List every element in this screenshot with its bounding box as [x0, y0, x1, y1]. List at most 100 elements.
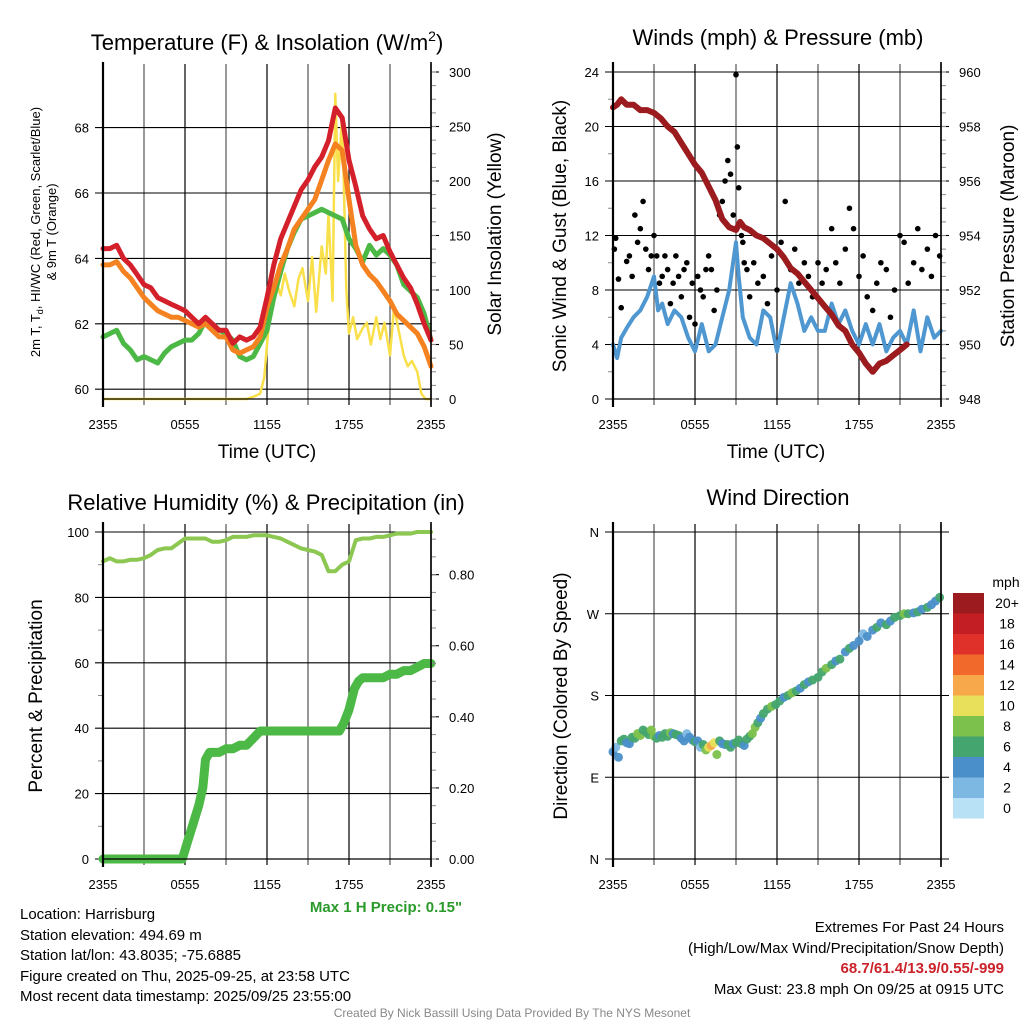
gust-point: [897, 232, 903, 239]
y-tick-label: W: [587, 607, 600, 622]
y-tick-label: 12: [585, 229, 599, 244]
gust-point: [734, 144, 741, 150]
gust-point: [760, 273, 767, 280]
gust-point: [842, 246, 849, 252]
colorbar-label: 4: [1003, 759, 1011, 775]
y-tick-label: 60: [75, 382, 89, 397]
y-tick-label: 62: [75, 317, 89, 332]
series-line-relative-humidity: [101, 530, 433, 574]
gust-point: [670, 280, 676, 286]
created-text: Figure created on Thu, 2025-09-25, at 23…: [20, 967, 350, 985]
y-tick-label: E: [590, 770, 599, 785]
temperature-series: [100, 92, 434, 401]
y-tick-label: 0: [592, 392, 599, 407]
y-tick-label: N: [590, 852, 599, 867]
gust-point: [703, 266, 709, 273]
humidity-ylabel: Percent & Precipitation: [26, 599, 47, 792]
colorbar-swatch: [953, 716, 984, 737]
colorbar-label: 14: [999, 657, 1015, 673]
gust-point: [648, 253, 655, 259]
temperature-ylabel-line2: & 9m T (Orange): [44, 183, 59, 280]
direction-title: Wind Direction: [706, 485, 849, 510]
gust-point: [656, 280, 663, 286]
colorbar-label: 18: [999, 616, 1015, 632]
direction-point: [712, 750, 722, 760]
gust-point: [730, 212, 737, 218]
x-tick-label: 0555: [681, 877, 710, 892]
colorbar-swatch: [953, 757, 984, 778]
y-tick-label: 64: [75, 251, 89, 266]
winds-xlabel: Time (UTC): [727, 442, 826, 463]
y2-tick-label: 952: [959, 283, 981, 298]
x-tick-label: 0555: [681, 417, 710, 432]
gust-point: [768, 253, 775, 259]
gust-point: [667, 300, 674, 307]
series-line-2m-t: [100, 105, 434, 346]
gust-point: [832, 259, 839, 266]
direction-ylabel: Direction (Colored By Speed): [551, 572, 572, 819]
gust-point: [750, 259, 757, 266]
gust-point: [700, 294, 706, 300]
gust-point: [615, 276, 622, 282]
colorbar-swatch: [953, 654, 984, 675]
winds-ylabel: Sonic Wind & Gust (Blue, Black): [550, 100, 571, 372]
gust-point: [891, 287, 898, 293]
gust-point: [740, 239, 746, 246]
gust-point: [689, 280, 696, 286]
gust-point: [919, 266, 925, 273]
gust-point: [678, 294, 685, 300]
direction-grid: [605, 524, 949, 865]
gust-point: [837, 280, 843, 286]
gust-point: [612, 235, 619, 242]
gust-point: [932, 232, 939, 239]
gust-point: [864, 294, 870, 300]
y-tick-label: 68: [75, 121, 89, 136]
y-tick-label: 40: [75, 721, 89, 736]
y2-tick-label: 150: [449, 229, 471, 244]
gust-point: [914, 225, 921, 232]
y2-tick-label: 950: [959, 338, 981, 353]
gust-point: [823, 266, 829, 273]
y2-tick-label: 50: [449, 338, 463, 353]
gust-point: [901, 239, 907, 246]
colorbar-label: 8: [1003, 718, 1011, 734]
x-tick-label: 2355: [927, 417, 956, 432]
y-tick-label: 80: [75, 590, 89, 605]
x-tick-label: 2355: [927, 877, 956, 892]
station-info: Location: Harrisburg Station elevation: …: [20, 905, 351, 1008]
temperature-grid: [95, 64, 432, 405]
x-tick-label: 1155: [253, 417, 281, 432]
y2-tick-label: 0.60: [449, 639, 474, 654]
humidity-title: Relative Humidity (%) & Precipitation (i…: [67, 490, 464, 515]
gust-point: [887, 314, 894, 321]
colorbar-label: 0: [1003, 800, 1011, 816]
colorbar-swatch: [953, 798, 984, 819]
x-tick-label: 2355: [599, 417, 628, 432]
gust-point: [778, 239, 784, 246]
y2-tick-label: 250: [449, 120, 471, 135]
gust-point: [618, 304, 624, 311]
gust-point: [651, 232, 657, 239]
temperature-xlabel: Time (UTC): [218, 442, 317, 463]
y2-tick-label: 958: [959, 120, 981, 135]
gust-point: [910, 259, 917, 266]
gust-point: [846, 205, 853, 212]
gust-point: [755, 280, 761, 286]
gust-point: [796, 280, 802, 286]
extremes-values: 68.7/61.4/13.9/0.55/-999: [840, 960, 1004, 977]
y-tick-label: 16: [585, 174, 599, 189]
gust-point: [697, 287, 704, 293]
colorbar-swatch: [953, 593, 984, 614]
y-tick-label: 60: [75, 656, 89, 671]
gust-point: [815, 259, 821, 266]
insolation-ylabel: Solar Insolation (Yellow): [485, 132, 506, 335]
temperature-ylabel-line1: 2m T, Td, HI/WC (Red, Green, Scarlet/Blu…: [28, 107, 45, 357]
gust-point: [719, 198, 726, 205]
gust-point: [733, 71, 739, 78]
gust-point: [819, 280, 825, 286]
gust-point: [883, 266, 890, 273]
gust-point: [626, 253, 633, 259]
colorbar-label: 20+: [995, 595, 1019, 611]
gust-point: [774, 287, 780, 293]
